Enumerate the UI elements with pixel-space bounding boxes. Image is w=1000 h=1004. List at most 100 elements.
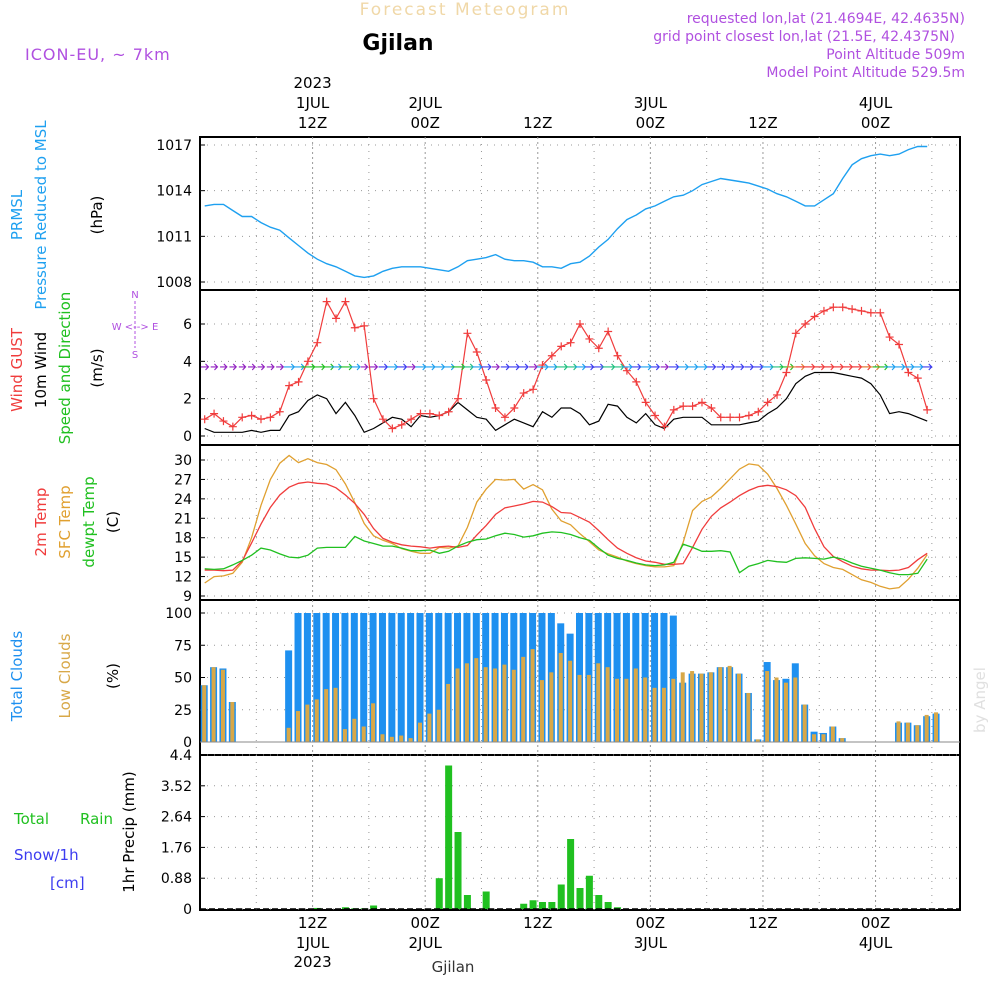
gust-marker <box>688 402 697 411</box>
panel-frame-precip <box>199 754 961 911</box>
total-cloud-bar <box>538 613 546 742</box>
wind-arrow <box>500 363 510 371</box>
low-cloud-bar <box>924 714 929 742</box>
wind-arrow <box>650 363 661 371</box>
wind-dir-label: Speed and Direction <box>56 292 74 445</box>
wind-arrow <box>660 363 670 371</box>
tick-label-wind: 0 <box>183 429 192 445</box>
wind-arrow <box>248 363 256 371</box>
wind-arrow <box>922 363 933 371</box>
pressure-label: Pressure Reduced to MSL <box>32 120 50 310</box>
snow-label: Snow/1h <box>14 846 79 864</box>
total-cloud-bar <box>378 613 386 742</box>
pressure-line <box>204 145 928 279</box>
low-cloud-bar <box>220 669 225 742</box>
low-cloud-bar <box>314 699 319 742</box>
top-time-label: 2023 <box>293 74 331 92</box>
bottom-time-label: 00Z <box>410 914 439 932</box>
faded-title: Forecast Meteogram <box>360 0 571 20</box>
gust-marker <box>895 340 904 349</box>
tick-label-clouds: 50 <box>174 671 192 687</box>
rain-bar <box>595 895 603 909</box>
low-cloud-bar <box>661 687 666 742</box>
gust-label: Wind GUST <box>8 327 26 412</box>
wind-arrow <box>369 363 379 371</box>
gust-marker <box>266 413 275 422</box>
wind-arrow <box>509 363 520 371</box>
wind-arrow <box>407 363 416 371</box>
sfc-label: SFC Temp <box>56 485 74 558</box>
low-cloud-bar <box>324 689 329 742</box>
low-cloud-bar <box>680 672 685 742</box>
total-cloud-bar <box>407 613 415 742</box>
gust-marker <box>407 415 416 424</box>
wind-arrow <box>519 363 529 371</box>
gust-marker <box>275 407 284 416</box>
rain-bar <box>482 891 490 909</box>
low-cloud-bar <box>830 726 835 742</box>
watermark: by Angel <box>971 667 989 733</box>
tick-label-temp: 30 <box>174 453 192 469</box>
low-cloud-bar <box>577 674 582 742</box>
total-cloud-bar <box>651 613 659 742</box>
gust-marker <box>594 344 603 353</box>
wind-arrow <box>276 363 285 371</box>
bottom-time-label: 2JUL <box>409 934 443 952</box>
low-cloud-bar <box>417 722 422 742</box>
low-cloud-bar <box>202 685 207 742</box>
rain-bar <box>463 895 471 909</box>
gust-marker <box>285 381 294 390</box>
tick-label-precip: 1.76 <box>161 840 192 856</box>
gust-marker <box>238 413 247 422</box>
wind-arrow <box>696 363 708 371</box>
tick-label-temp: 12 <box>174 570 192 586</box>
panel-frame-temp <box>199 444 961 601</box>
gust-marker <box>885 333 894 342</box>
low-cloud-bar <box>464 663 469 742</box>
low-cloud-bar <box>737 673 742 742</box>
gust-marker <box>791 329 800 338</box>
low-cloud-bar <box>633 668 638 742</box>
gust-marker <box>425 409 434 418</box>
gust-marker <box>482 376 491 384</box>
low-cloud-bar <box>624 678 629 742</box>
gust-marker <box>622 366 631 375</box>
wind-arrow <box>735 363 745 371</box>
gust-marker <box>519 389 528 398</box>
low-cloud-bar <box>896 721 901 742</box>
wind-arrow <box>238 363 247 371</box>
low-cloud-bar <box>699 673 704 742</box>
low-cloud-bar <box>671 678 676 742</box>
rain-label: Rain <box>80 810 113 828</box>
low-cloud-bar <box>718 667 723 742</box>
gust-marker <box>763 398 772 407</box>
dewpt-label: dewpt Temp <box>80 476 98 567</box>
gust-marker <box>632 377 641 386</box>
gust-marker <box>782 368 791 377</box>
low-cloud-bar <box>539 680 544 742</box>
gust-marker <box>641 398 650 407</box>
wind-arrow <box>396 363 408 371</box>
low-cloud-bar <box>408 738 413 742</box>
low-cloud-bar <box>840 738 845 742</box>
tick-label-clouds: 100 <box>165 606 192 622</box>
total-cloud-bar <box>360 613 368 742</box>
wind-arrow <box>744 363 755 371</box>
wind-arrow <box>387 363 399 371</box>
wind-arrow <box>585 363 595 371</box>
wind-arrow <box>631 363 642 371</box>
rain-bar <box>585 875 593 909</box>
low-cloud-bar <box>783 682 788 742</box>
tick-label-precip: 4.4 <box>170 748 192 764</box>
gust-marker <box>472 348 481 356</box>
low-cloud-bar <box>352 718 357 742</box>
gust-marker <box>210 409 219 418</box>
gust-marker <box>810 312 819 321</box>
total-cloud-bar <box>613 613 621 742</box>
wind-arrow <box>529 363 538 371</box>
wind-arrow <box>707 363 717 371</box>
tick-label-temp: 18 <box>174 531 192 547</box>
gust-marker <box>754 407 763 416</box>
top-time-label: 12Z <box>748 114 777 132</box>
tick-label-clouds: 0 <box>183 735 192 751</box>
